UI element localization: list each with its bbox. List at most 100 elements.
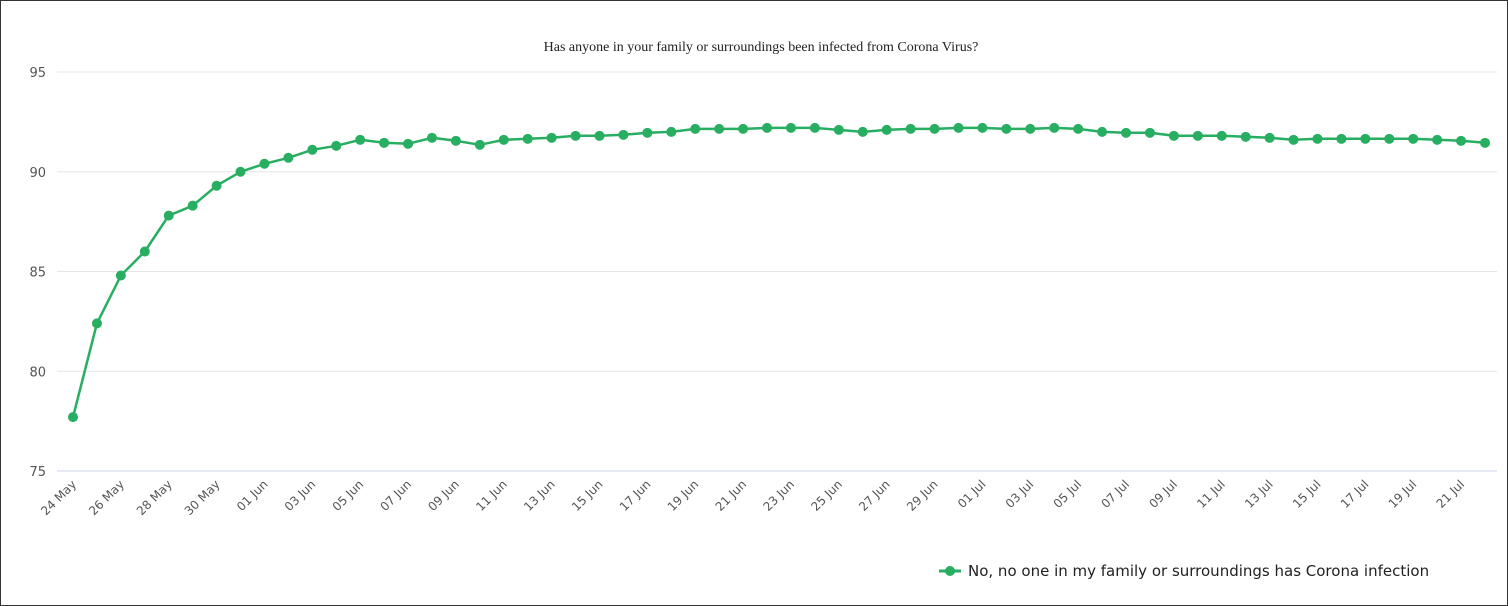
x-tick-label: 17 Jul bbox=[1338, 477, 1372, 511]
x-tick-label: 07 Jun bbox=[378, 477, 415, 514]
data-point bbox=[1025, 123, 1036, 134]
x-tick-label: 21 Jul bbox=[1434, 477, 1468, 511]
x-tick-label: 24 May bbox=[38, 477, 79, 518]
y-tick-label: 90 bbox=[29, 166, 46, 181]
data-point bbox=[1216, 130, 1227, 141]
data-point bbox=[355, 134, 366, 145]
x-tick-label: 01 Jun bbox=[234, 477, 271, 514]
data-point bbox=[1240, 131, 1251, 142]
x-tick-label: 07 Jul bbox=[1099, 477, 1133, 511]
y-axis-ticks: 95 90 85 80 75 bbox=[29, 66, 46, 480]
data-point bbox=[594, 130, 605, 141]
x-axis-ticks: 24 May 26 May 28 May 30 May 01 Jun 03 Jun 05 J… bbox=[38, 477, 1467, 518]
data-point bbox=[1073, 123, 1084, 134]
data-point bbox=[1456, 135, 1467, 146]
data-point bbox=[235, 166, 246, 177]
data-point bbox=[1360, 133, 1371, 144]
data-point bbox=[881, 124, 892, 135]
data-point bbox=[690, 123, 701, 134]
x-tick-label: 03 Jun bbox=[282, 477, 319, 514]
data-point bbox=[259, 158, 270, 169]
x-tick-label: 30 May bbox=[182, 477, 223, 518]
data-point bbox=[905, 123, 916, 134]
data-point bbox=[68, 412, 78, 423]
data-point bbox=[307, 144, 318, 155]
data-point bbox=[666, 126, 677, 137]
y-tick-label: 80 bbox=[29, 365, 46, 380]
x-tick-label: 27 Jun bbox=[856, 477, 893, 514]
data-point bbox=[403, 138, 414, 149]
data-point bbox=[714, 123, 725, 134]
x-tick-label: 11 Jun bbox=[473, 477, 510, 514]
legend-marker-dot bbox=[945, 566, 955, 576]
x-tick-label: 13 Jun bbox=[521, 477, 558, 514]
data-point bbox=[1336, 133, 1347, 144]
x-tick-label: 11 Jul bbox=[1194, 477, 1228, 511]
x-tick-label: 15 Jun bbox=[569, 477, 606, 514]
x-tick-label: 19 Jul bbox=[1386, 477, 1420, 511]
series-line bbox=[68, 122, 1490, 423]
data-point bbox=[450, 135, 461, 146]
data-point bbox=[1001, 123, 1012, 134]
data-point bbox=[379, 137, 390, 148]
x-tick-label: 13 Jul bbox=[1242, 477, 1276, 511]
data-point bbox=[1432, 134, 1443, 145]
data-point bbox=[1192, 130, 1203, 141]
data-point bbox=[833, 124, 844, 135]
data-point bbox=[953, 122, 964, 133]
grid-lines bbox=[57, 71, 1497, 472]
data-point bbox=[1312, 133, 1323, 144]
x-tick-label: 25 Jun bbox=[808, 477, 845, 514]
data-point bbox=[1144, 127, 1155, 138]
y-tick-label: 75 bbox=[29, 465, 46, 480]
legend-label: No, no one in my family or surroundings … bbox=[968, 562, 1429, 580]
data-point bbox=[1288, 134, 1299, 145]
data-point bbox=[283, 152, 294, 163]
data-point bbox=[977, 122, 988, 133]
x-tick-label: 17 Jun bbox=[617, 477, 654, 514]
x-tick-label: 23 Jun bbox=[760, 477, 797, 514]
data-point bbox=[1097, 126, 1108, 137]
data-point bbox=[187, 200, 198, 211]
x-tick-label: 28 May bbox=[134, 477, 175, 518]
data-point bbox=[1480, 137, 1490, 148]
data-point bbox=[1049, 122, 1060, 133]
y-tick-label: 85 bbox=[29, 266, 46, 281]
data-point bbox=[498, 134, 509, 145]
x-tick-label: 09 Jul bbox=[1146, 477, 1180, 511]
data-point bbox=[738, 123, 749, 134]
data-point bbox=[642, 127, 653, 138]
data-point bbox=[1264, 132, 1275, 143]
y-tick-label: 95 bbox=[29, 66, 46, 81]
x-tick-label: 09 Jun bbox=[425, 477, 462, 514]
data-point bbox=[139, 246, 150, 257]
x-tick-label: 15 Jul bbox=[1290, 477, 1324, 511]
data-point bbox=[1408, 133, 1419, 144]
data-point bbox=[785, 122, 796, 133]
data-point bbox=[809, 122, 820, 133]
x-tick-label: 21 Jun bbox=[713, 477, 750, 514]
chart-title: Has anyone in your family or surrounding… bbox=[544, 40, 979, 55]
data-point bbox=[1384, 133, 1395, 144]
x-tick-label: 05 Jul bbox=[1051, 477, 1085, 511]
x-tick-label: 19 Jun bbox=[665, 477, 702, 514]
data-point bbox=[1168, 130, 1179, 141]
data-point bbox=[426, 132, 437, 143]
legend[interactable]: No, no one in my family or surroundings … bbox=[939, 562, 1429, 580]
data-point bbox=[857, 126, 868, 137]
data-point bbox=[331, 140, 342, 151]
data-point bbox=[474, 139, 485, 150]
x-tick-label: 26 May bbox=[86, 477, 127, 518]
data-point bbox=[163, 210, 174, 221]
x-tick-label: 29 Jun bbox=[904, 477, 941, 514]
data-point bbox=[522, 133, 533, 144]
data-point bbox=[546, 132, 557, 143]
data-point bbox=[618, 129, 629, 140]
data-point bbox=[762, 122, 773, 133]
data-point bbox=[115, 270, 126, 281]
data-point bbox=[1121, 127, 1132, 138]
x-tick-label: 01 Jul bbox=[955, 477, 989, 511]
data-point bbox=[570, 130, 581, 141]
